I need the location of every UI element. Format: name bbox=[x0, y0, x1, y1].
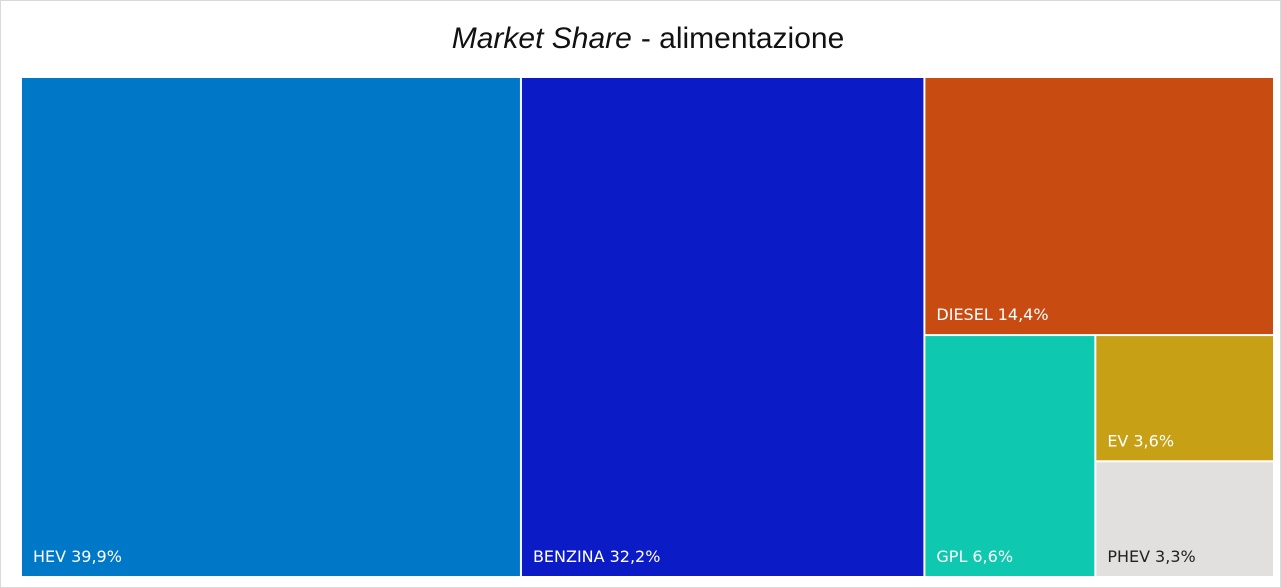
chart-title: Market Share - alimentazione bbox=[452, 22, 845, 55]
category-label: DIESEL bbox=[936, 305, 992, 324]
category-label: EV bbox=[1107, 431, 1128, 450]
value-label: 3,6% bbox=[1133, 431, 1174, 450]
value-label: 39,9% bbox=[71, 547, 122, 566]
tile bbox=[1096, 336, 1273, 461]
value-label: 6,6% bbox=[972, 547, 1013, 566]
category-label: GPL bbox=[936, 547, 967, 566]
tile bbox=[925, 336, 1095, 576]
category-label: BENZINA bbox=[533, 547, 605, 566]
tile bbox=[925, 78, 1273, 335]
category-label: HEV bbox=[33, 547, 66, 566]
category-label: PHEV bbox=[1107, 547, 1150, 566]
tile bbox=[1096, 462, 1273, 576]
value-label: 32,2% bbox=[610, 547, 661, 566]
value-label: 3,3% bbox=[1155, 547, 1196, 566]
tile bbox=[22, 78, 520, 576]
tile-label: PHEV 3,3% bbox=[1107, 547, 1195, 566]
title-italic: Market Share bbox=[452, 22, 632, 55]
value-label: 14,4% bbox=[998, 305, 1049, 324]
tile bbox=[521, 78, 924, 576]
tile-label: EV 3,6% bbox=[1107, 431, 1174, 450]
tile-label: DIESEL 14,4% bbox=[936, 305, 1048, 324]
title-rest: - alimentazione bbox=[641, 22, 844, 55]
tile-label: GPL 6,6% bbox=[936, 547, 1013, 566]
tile-label: BENZINA 32,2% bbox=[533, 547, 660, 566]
tile-label: HEV 39,9% bbox=[33, 547, 122, 566]
